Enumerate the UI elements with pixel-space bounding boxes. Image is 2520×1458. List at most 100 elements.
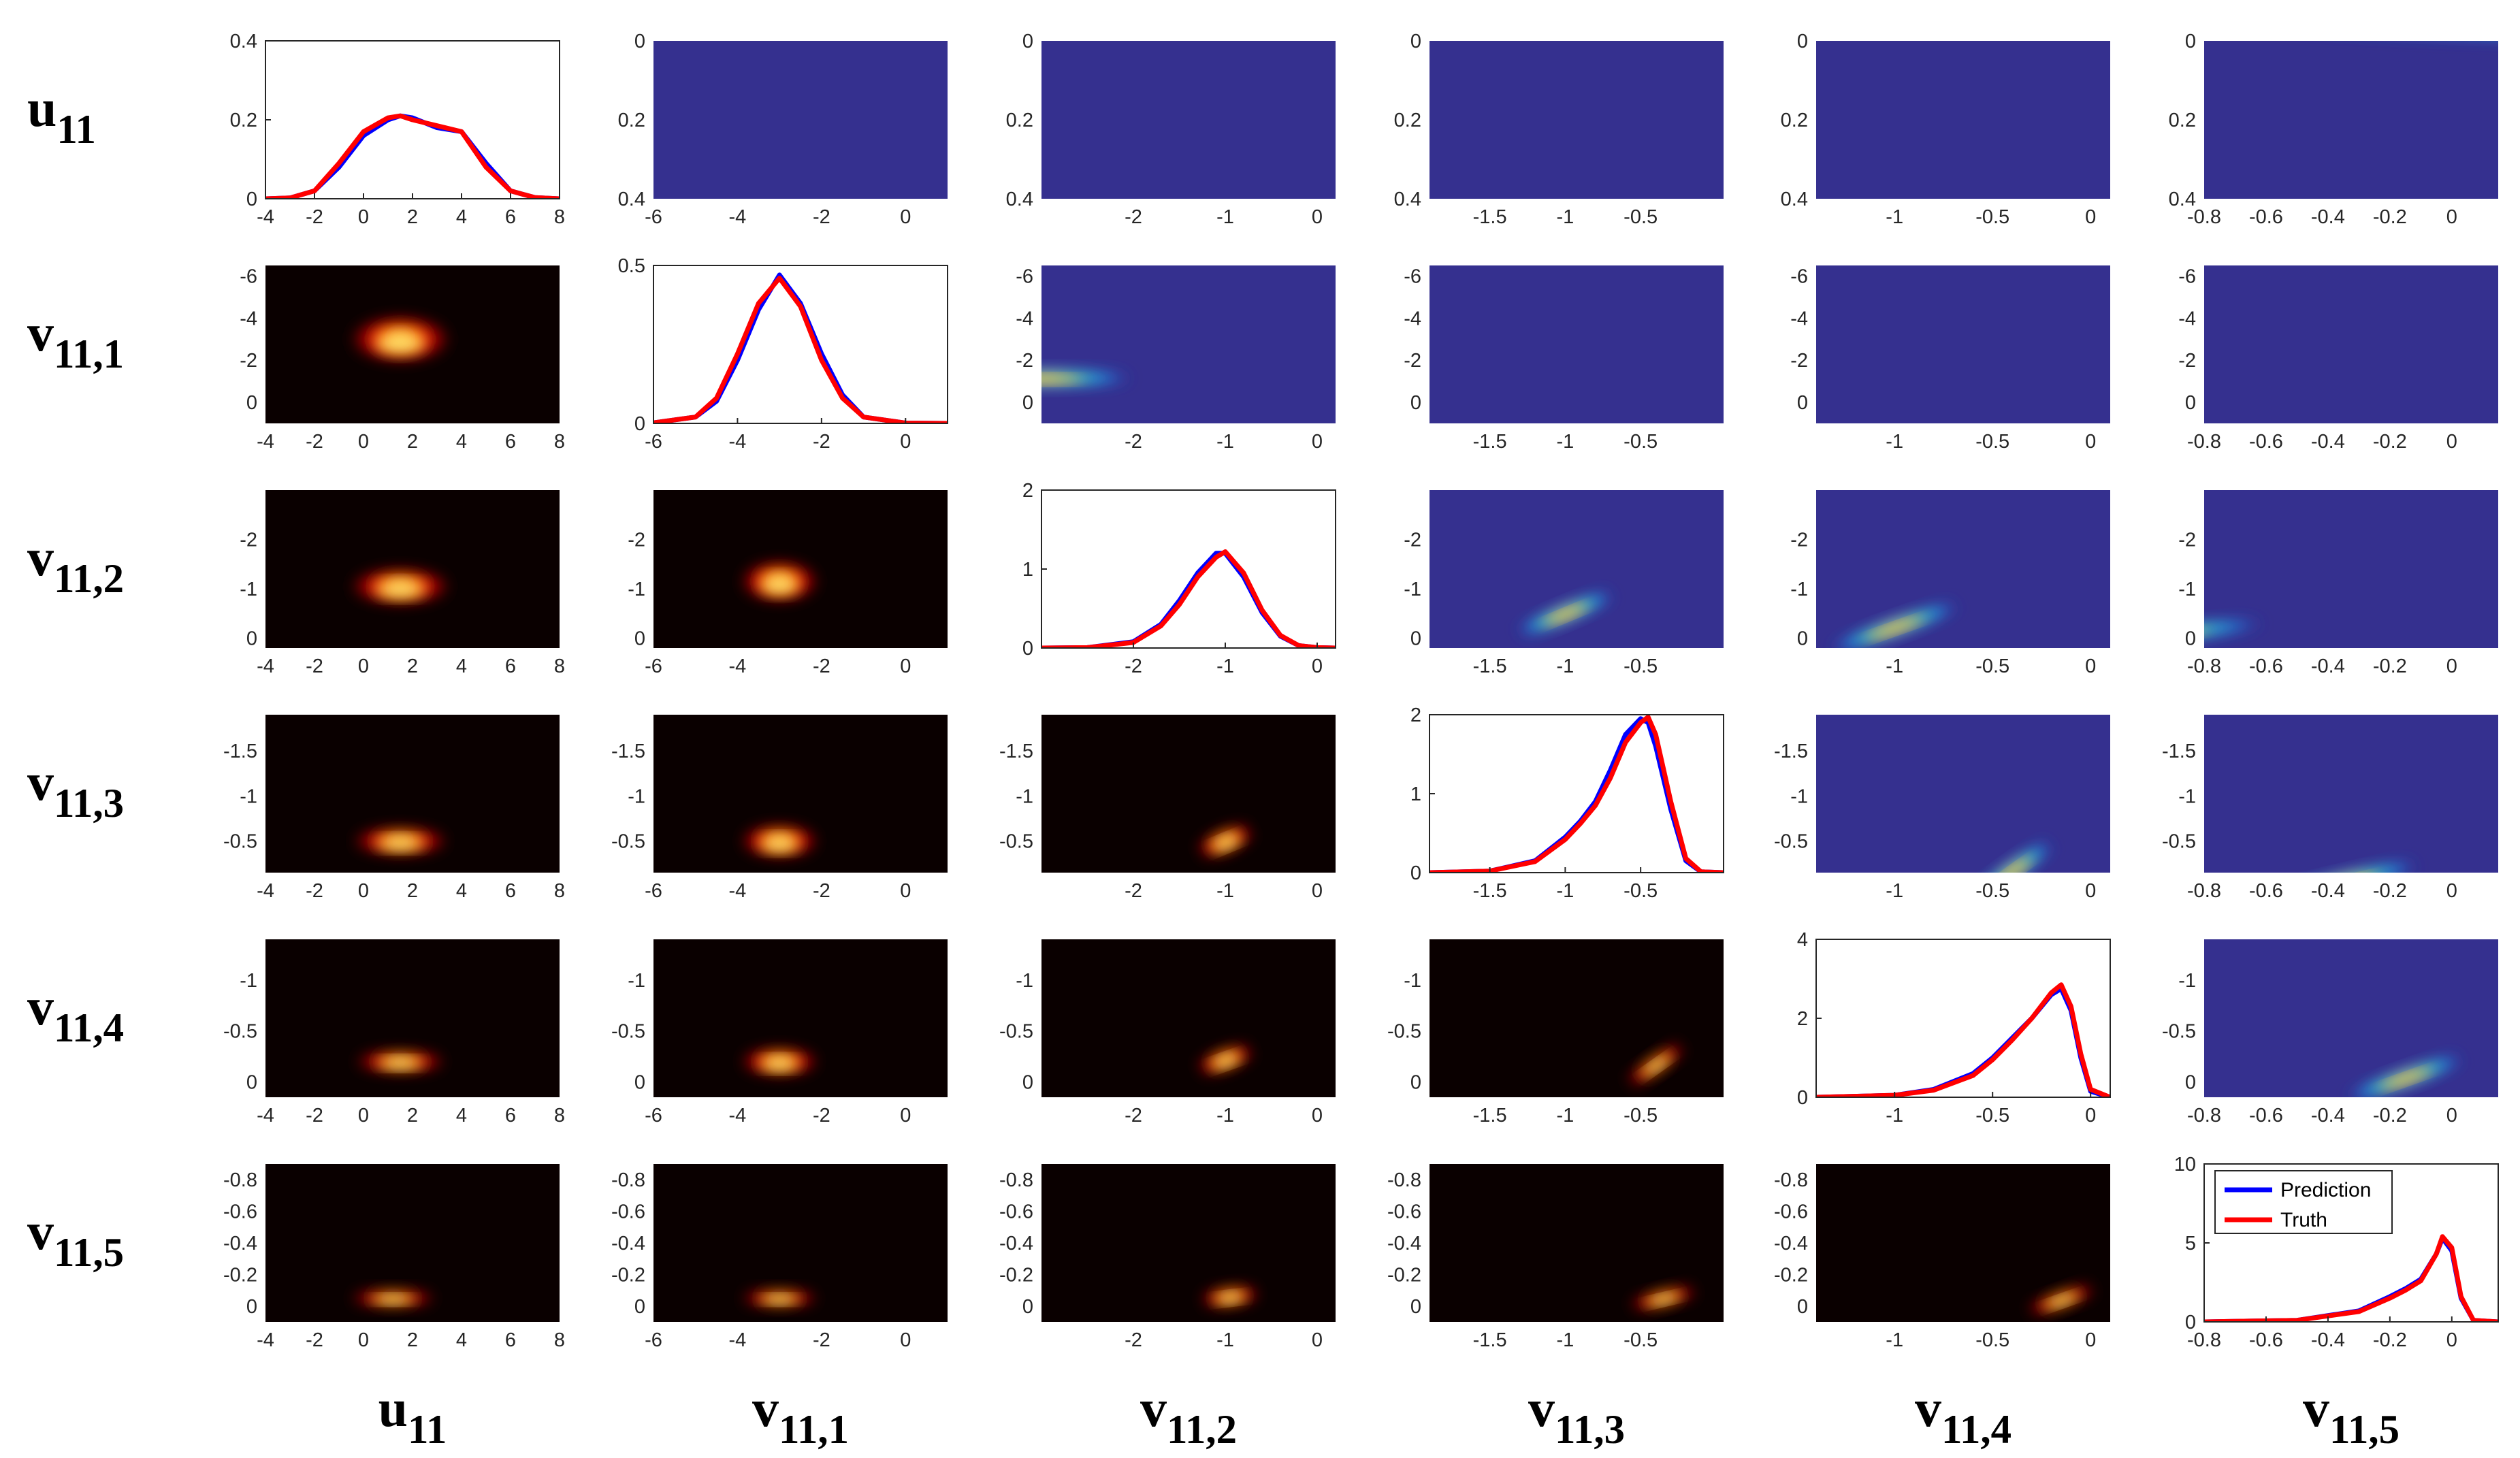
- truth-line: [653, 276, 948, 423]
- column-label-u11: u11: [378, 1378, 447, 1453]
- row-label-v112: v11,2: [27, 528, 124, 602]
- x-tick-label: -2: [1125, 1329, 1142, 1351]
- panel-grid: 00.20.4-4 -2 0 2 4 6 800.20.4-6 -4 -2 000.20.4-2-…: [223, 31, 2499, 1351]
- x-tick-label: 0: [1312, 1105, 1323, 1127]
- density-peak: [376, 332, 425, 353]
- y-tick-label: -0.6: [1387, 1201, 1421, 1223]
- heatmap-background: [1816, 715, 2110, 873]
- x-tick-label: 4: [456, 655, 467, 677]
- x-tick-label: -1: [1886, 1105, 1903, 1127]
- y-tick-label: -0.2: [223, 1264, 257, 1286]
- y-tick-label: 0.4: [2169, 189, 2196, 210]
- x-tick-label: -0.2: [2373, 655, 2407, 677]
- x-tick-label: -0.4: [2311, 880, 2345, 902]
- density-peak: [372, 1295, 414, 1303]
- joint-pdf-truth-panel: -0.5 -1 -1.5 -6 -4 -2 0: [611, 715, 948, 902]
- x-tick-label: -0.8: [2187, 655, 2221, 677]
- y-tick-label: -1: [2178, 785, 2196, 807]
- y-tick-label: 0: [1022, 31, 1033, 52]
- heatmap-background: [265, 939, 560, 1097]
- density-blob: [2267, 861, 2419, 873]
- y-tick-label: 2: [1797, 1008, 1808, 1030]
- x-tick-label: 4: [456, 1105, 467, 1127]
- x-tick-label: -2: [306, 206, 323, 228]
- x-tick-label: 4: [456, 1329, 467, 1351]
- legend: Prediction Truth: [2214, 1170, 2393, 1234]
- y-tick-label: -0.5: [1774, 831, 1808, 853]
- marginal-pdf-panel: 0 1 2 -2 -1 0: [1022, 480, 1336, 677]
- y-tick-label: 0: [1022, 392, 1033, 414]
- x-tick-label: -0.4: [2311, 431, 2345, 453]
- x-tick-label: 0: [1312, 655, 1323, 677]
- y-tick-label: -1: [628, 785, 645, 807]
- y-tick-label: -0.4: [223, 1233, 257, 1254]
- x-tick-label: -1.5: [1473, 880, 1507, 902]
- x-tick-label: 0: [2085, 880, 2096, 902]
- y-tick-label: 0.4: [1394, 189, 1421, 210]
- y-tick-label: -6: [1790, 265, 1808, 287]
- y-tick-label: -4: [1790, 308, 1808, 329]
- x-tick-label: 0: [2446, 1105, 2457, 1127]
- y-tick-label: -2: [1790, 350, 1808, 372]
- x-tick-label: 0: [2446, 655, 2457, 677]
- density-peak: [760, 1295, 798, 1303]
- x-tick-label: -0.8: [2187, 880, 2221, 902]
- density-peak: [1642, 1055, 1671, 1076]
- x-tick-label: 0: [2446, 1329, 2457, 1351]
- x-tick-label: -2: [1125, 431, 1142, 453]
- heatmap-background: [1041, 265, 1336, 423]
- density-peak: [1543, 604, 1588, 625]
- x-tick-label: -0.2: [2373, 1105, 2407, 1127]
- y-tick-label: 4: [1797, 929, 1808, 951]
- x-tick-label: 2: [407, 880, 418, 902]
- density-peak: [1041, 375, 1083, 384]
- x-tick-label: -1: [1556, 431, 1574, 453]
- y-tick-label: -1: [240, 579, 257, 600]
- density-peak: [2379, 1069, 2432, 1090]
- heatmap-background: [2204, 41, 2498, 199]
- y-tick-label: 0: [1022, 1072, 1033, 1094]
- x-tick-label: 6: [505, 206, 516, 228]
- y-tick-label: -0.4: [999, 1233, 1033, 1254]
- x-tick-label: -0.5: [1624, 1105, 1658, 1127]
- y-tick-label: -0.5: [1387, 1021, 1421, 1043]
- y-tick-label: -1: [1016, 970, 1033, 992]
- heatmap-background: [1429, 939, 1724, 1097]
- y-tick-label: -1: [628, 579, 645, 600]
- y-tick-label: -1: [1790, 785, 1808, 807]
- x-tick-label: 0: [900, 1105, 911, 1127]
- x-tick-label: -0.6: [2249, 1105, 2283, 1127]
- x-tick-label: -1: [1556, 206, 1574, 228]
- x-tick-label: -1: [1216, 1329, 1234, 1351]
- y-tick-label: -0.2: [1774, 1264, 1808, 1286]
- x-tick-label: -1.5: [1473, 1105, 1507, 1127]
- y-tick-label: 0: [1797, 1296, 1808, 1318]
- x-tick-label: 8: [554, 206, 565, 228]
- y-tick-label: 0: [1410, 862, 1421, 884]
- y-tick-label: -6: [2178, 265, 2196, 287]
- density-peak: [1212, 1054, 1240, 1068]
- joint-pdf-prediction-panel: 0 0.2 0.4-0.8 -0.6 -0.4 -0.2 0: [2169, 31, 2498, 228]
- heatmap-background: [1041, 41, 1336, 199]
- x-tick-label: -2: [813, 655, 830, 677]
- x-tick-label: 0: [1312, 1329, 1323, 1351]
- y-tick-label: 0: [2185, 31, 2196, 52]
- x-tick-label: -1.5: [1473, 206, 1507, 228]
- x-tick-label: 2: [407, 431, 418, 453]
- marginal-pdf-panel: 0 0.5 -6 -4 -2 0: [618, 255, 948, 453]
- x-tick-label: -6: [645, 655, 662, 677]
- y-tick-label: -0.6: [223, 1201, 257, 1223]
- y-tick-label: 10: [2174, 1154, 2196, 1176]
- y-tick-label: 0: [634, 1072, 645, 1094]
- joint-pdf-truth-panel: 0 -1 -2 -6 -4 -2 0: [628, 490, 948, 677]
- y-tick-label: -2: [1790, 530, 1808, 551]
- y-tick-label: -0.5: [2162, 1021, 2196, 1043]
- y-tick-label: -0.6: [1774, 1201, 1808, 1223]
- x-tick-label: 0: [900, 431, 911, 453]
- x-tick-label: 6: [505, 1105, 516, 1127]
- marginal-pdf-panel: 0 5 10 Prediction Truth -0.8 -0.6 -0.4 -0.2 0: [2174, 1154, 2499, 1351]
- x-tick-label: 8: [554, 1105, 565, 1127]
- y-tick-label: -0.8: [999, 1169, 1033, 1191]
- x-tick-label: 0: [358, 1329, 369, 1351]
- y-tick-label: -1.5: [1774, 741, 1808, 762]
